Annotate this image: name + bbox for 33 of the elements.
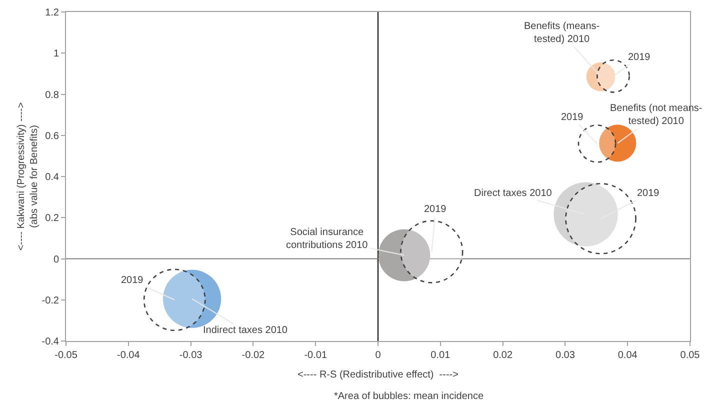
y-tick-label: 0.6: [45, 130, 60, 142]
y-tick-label: 0: [53, 254, 60, 266]
annotation: 2019: [424, 204, 447, 215]
x-axis-title: <---- R-S (Redistributive effect) ---->: [298, 370, 459, 380]
y-tick-label: 0.8: [45, 90, 60, 101]
annotation: Benefits (not means- tested) 2010: [610, 103, 702, 127]
annotation: Benefits (means- tested) 2010: [524, 21, 600, 45]
y-tick-label: 1: [53, 48, 60, 60]
y-tick-label: -0.2: [42, 295, 60, 306]
y-tick-label: 0.2: [45, 213, 60, 224]
x-tick-label: 0: [375, 350, 382, 361]
x-tick-label: -0.05: [54, 350, 78, 361]
y-axis-title: <---- Kakwani (Progressivity) ----> (abs value for Benefits): [16, 102, 40, 251]
annotation: 2019: [628, 52, 651, 63]
x-tick-label: 0.05: [680, 350, 700, 361]
y-tick-label: -0.4: [42, 336, 60, 348]
x-tick-label: -0.02: [242, 350, 266, 361]
annotation: 2019: [637, 188, 660, 199]
y-tick-label: 1.2: [45, 8, 60, 18]
annotation: Social insurance contributions 2010: [286, 227, 368, 251]
x-tick-label: -0.03: [179, 350, 203, 361]
annotation: Direct taxes 2010: [474, 188, 552, 199]
x-tick-label: -0.04: [117, 350, 140, 361]
text: *Area of bubbles: mean incidence: [334, 391, 484, 402]
annotation: 2019: [561, 112, 584, 123]
x-tick-label: 0.02: [493, 350, 513, 361]
annotation: Indirect taxes 2010: [203, 325, 288, 336]
annotation: 2019: [121, 275, 144, 286]
y-tick-label: 0.4: [45, 172, 60, 183]
x-tick-label: 0.03: [555, 350, 576, 361]
x-tick-label: 0.04: [618, 350, 638, 361]
x-tick-label: 0.01: [430, 350, 451, 361]
x-tick-label: -0.01: [304, 350, 328, 361]
